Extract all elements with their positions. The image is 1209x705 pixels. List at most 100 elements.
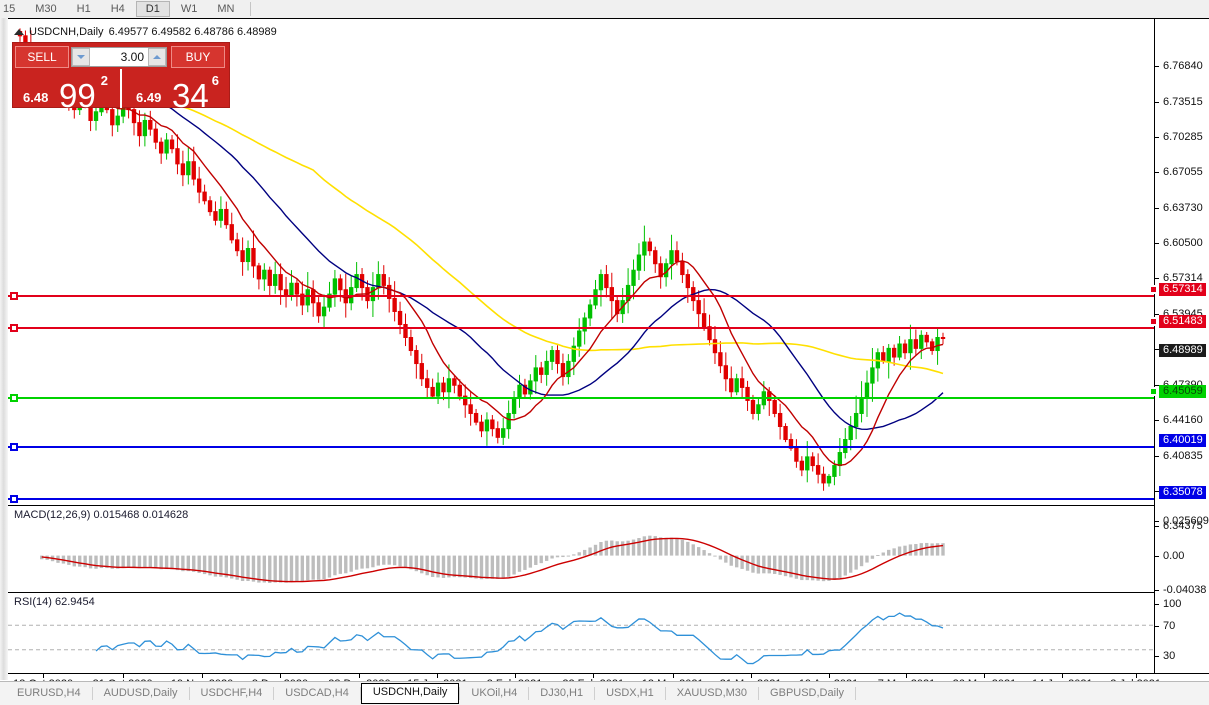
price-scale-tag-red[interactable]: 6.57314 (1159, 283, 1206, 296)
price-scale-tick: 6.40835 (1155, 450, 1203, 463)
level-handle[interactable] (10, 394, 18, 402)
level-drag-handle[interactable] (1149, 285, 1158, 294)
bid-price-main: 99 (59, 77, 96, 114)
level-handle[interactable] (10, 443, 18, 451)
price-scale-tick: 6.67055 (1155, 166, 1203, 179)
symbol-tab-separator (664, 687, 666, 700)
symbol-tab-eurusd[interactable]: EURUSD,H4 (17, 687, 81, 699)
time-axis-tick (750, 674, 752, 678)
sell-button[interactable]: SELL (15, 46, 69, 68)
rsi-label: RSI(14) 62.9454 (14, 596, 95, 608)
symbol-tab-usdcnh[interactable]: USDCNH,Daily (360, 683, 460, 704)
symbol-tab-separator (855, 687, 857, 700)
time-axis-tick (43, 674, 45, 678)
time-axis-tick (984, 674, 986, 678)
rsi-pane[interactable]: RSI(14) 62.9454 (8, 592, 1154, 674)
symbol-tab-dj30[interactable]: DJ30,H1 (540, 687, 584, 699)
level-line-support-1[interactable] (8, 394, 1154, 402)
symbol-tab-xauusd[interactable]: XAUUSD,M30 (676, 687, 748, 699)
one-click-trading-quotes: 6.48 99 2 6.49 34 6 (13, 69, 231, 112)
macd-pane[interactable]: MACD(12,26,9) 0.015468 0.014628 (8, 505, 1154, 592)
time-axis-tick (593, 674, 595, 678)
chart-window: MACD(12,26,9) 0.015468 0.014628 RSI(14) … (0, 18, 1209, 697)
price-scale-tag-red[interactable]: 6.51483 (1159, 315, 1206, 328)
rsi-plot (8, 612, 1154, 665)
volume-decrease-button[interactable] (72, 48, 90, 66)
level-line-resistance-1[interactable] (8, 292, 1154, 300)
price-scale-tick: 6.63730 (1155, 202, 1203, 215)
rsi-line (95, 612, 944, 665)
ask-price-main: 34 (172, 77, 209, 114)
bid-price-fraction: 2 (100, 73, 108, 88)
buy-button[interactable]: BUY (171, 46, 225, 68)
timeframe-m30[interactable]: M30 (35, 3, 57, 15)
level-handle[interactable] (10, 495, 18, 503)
symbol-tab-bar: EURUSD,H4 AUDUSD,Daily USDCHF,H4 USDCAD,H4 U… (0, 681, 1209, 705)
timeframe-m15[interactable]: 15 (3, 3, 16, 15)
level-handle[interactable] (10, 292, 18, 300)
chart-symbol-label: USDCNH,Daily (29, 26, 104, 38)
time-axis-tick (1062, 674, 1064, 678)
time-axis-tick (122, 674, 124, 678)
price-scale[interactable]: 6.76840 6.73515 6.70285 6.67055 6.63730 6.605… (1149, 19, 1209, 685)
ask-price[interactable]: 6.49 34 6 (122, 69, 231, 112)
price-scale-tag-blue[interactable]: 6.40019 (1159, 434, 1206, 447)
time-axis-tick (359, 674, 361, 678)
price-scale-tick: 100 (1155, 598, 1181, 611)
price-scale-tick: 6.60500 (1155, 237, 1203, 250)
bid-price[interactable]: 6.48 99 2 (13, 69, 122, 112)
symbol-tab-usdchf[interactable]: USDCHF,H4 (200, 687, 263, 699)
one-click-trading-panel[interactable]: SELL 3.00 BUY 6.48 99 2 6.49 34 6 (12, 42, 231, 112)
price-scale-tick: 0.025609 (1155, 515, 1209, 528)
chart-title-bar: USDCNH,Daily 6.49577 6.49582 6.48786 6.4… (14, 25, 277, 39)
level-drag-handle[interactable] (1149, 387, 1158, 396)
ask-price-fraction: 6 (211, 73, 219, 88)
timeframe-toolbar: 15 M30 H1 H4 D1 W1 MN (0, 0, 1209, 19)
symbol-tab-usdcad[interactable]: USDCAD,H4 (285, 687, 349, 699)
macd-plot (40, 535, 945, 583)
symbol-tab-separator (359, 687, 361, 700)
symbol-tab-separator (528, 687, 530, 700)
volume-stepper[interactable]: 3.00 (71, 47, 167, 67)
symbol-tab-ukoil[interactable]: UKOil,H4 (471, 687, 518, 699)
price-scale-tick: 70 (1155, 620, 1175, 633)
ma-slow-line (160, 98, 944, 375)
price-scale-tag-green[interactable]: 6.45059 (1159, 385, 1206, 398)
symbol-tab-audusd[interactable]: AUDUSD,Daily (103, 687, 178, 699)
volume-input[interactable]: 3.00 (120, 50, 144, 64)
price-scale-tag-black[interactable]: 6.48989 (1159, 344, 1206, 357)
time-axis-tick (437, 674, 439, 678)
volume-increase-button[interactable] (148, 48, 166, 66)
macd-histogram (40, 535, 945, 583)
timeframe-mn[interactable]: MN (217, 3, 235, 15)
level-line-support-3[interactable] (8, 495, 1154, 503)
bid-price-prefix: 6.48 (23, 90, 49, 105)
price-scale-tick: -0.04038 (1155, 584, 1206, 597)
time-axis-tick (514, 674, 516, 678)
timeframe-h1[interactable]: H1 (76, 3, 91, 15)
symbol-tab-separator (459, 687, 461, 700)
symbol-tab-usdx[interactable]: USDX,H1 (606, 687, 654, 699)
level-line-support-2[interactable] (8, 443, 1154, 451)
timeframe-w1[interactable]: W1 (180, 3, 198, 15)
symbol-tab-separator (188, 687, 190, 700)
chart-ohlc-values: 6.49577 6.49582 6.48786 6.48989 (108, 26, 277, 38)
timeframe-d1[interactable]: D1 (135, 1, 170, 17)
level-handle[interactable] (10, 324, 18, 332)
ask-price-prefix: 6.49 (136, 90, 162, 105)
price-scale-tick: 6.73515 (1155, 96, 1203, 109)
timeframe-h4[interactable]: H4 (110, 3, 125, 15)
level-drag-handle[interactable] (1149, 317, 1158, 326)
symbol-tab-separator (273, 687, 275, 700)
symbol-tab-separator (91, 687, 93, 700)
symbol-tab-gbpusd[interactable]: GBPUSD,Daily (770, 687, 845, 699)
price-scale-tick: 6.76840 (1155, 60, 1203, 73)
time-axis-tick (828, 674, 830, 678)
macd-signal-line (41, 537, 944, 583)
level-line-resistance-2[interactable] (8, 324, 1154, 332)
ma-mid-line (95, 80, 944, 431)
chart-collapse-icon[interactable] (14, 29, 24, 35)
price-scale-tick: 6.57314 (1155, 272, 1203, 285)
price-scale-tick: 6.70285 (1155, 131, 1203, 144)
price-scale-tag-blue[interactable]: 6.35078 (1159, 486, 1206, 499)
